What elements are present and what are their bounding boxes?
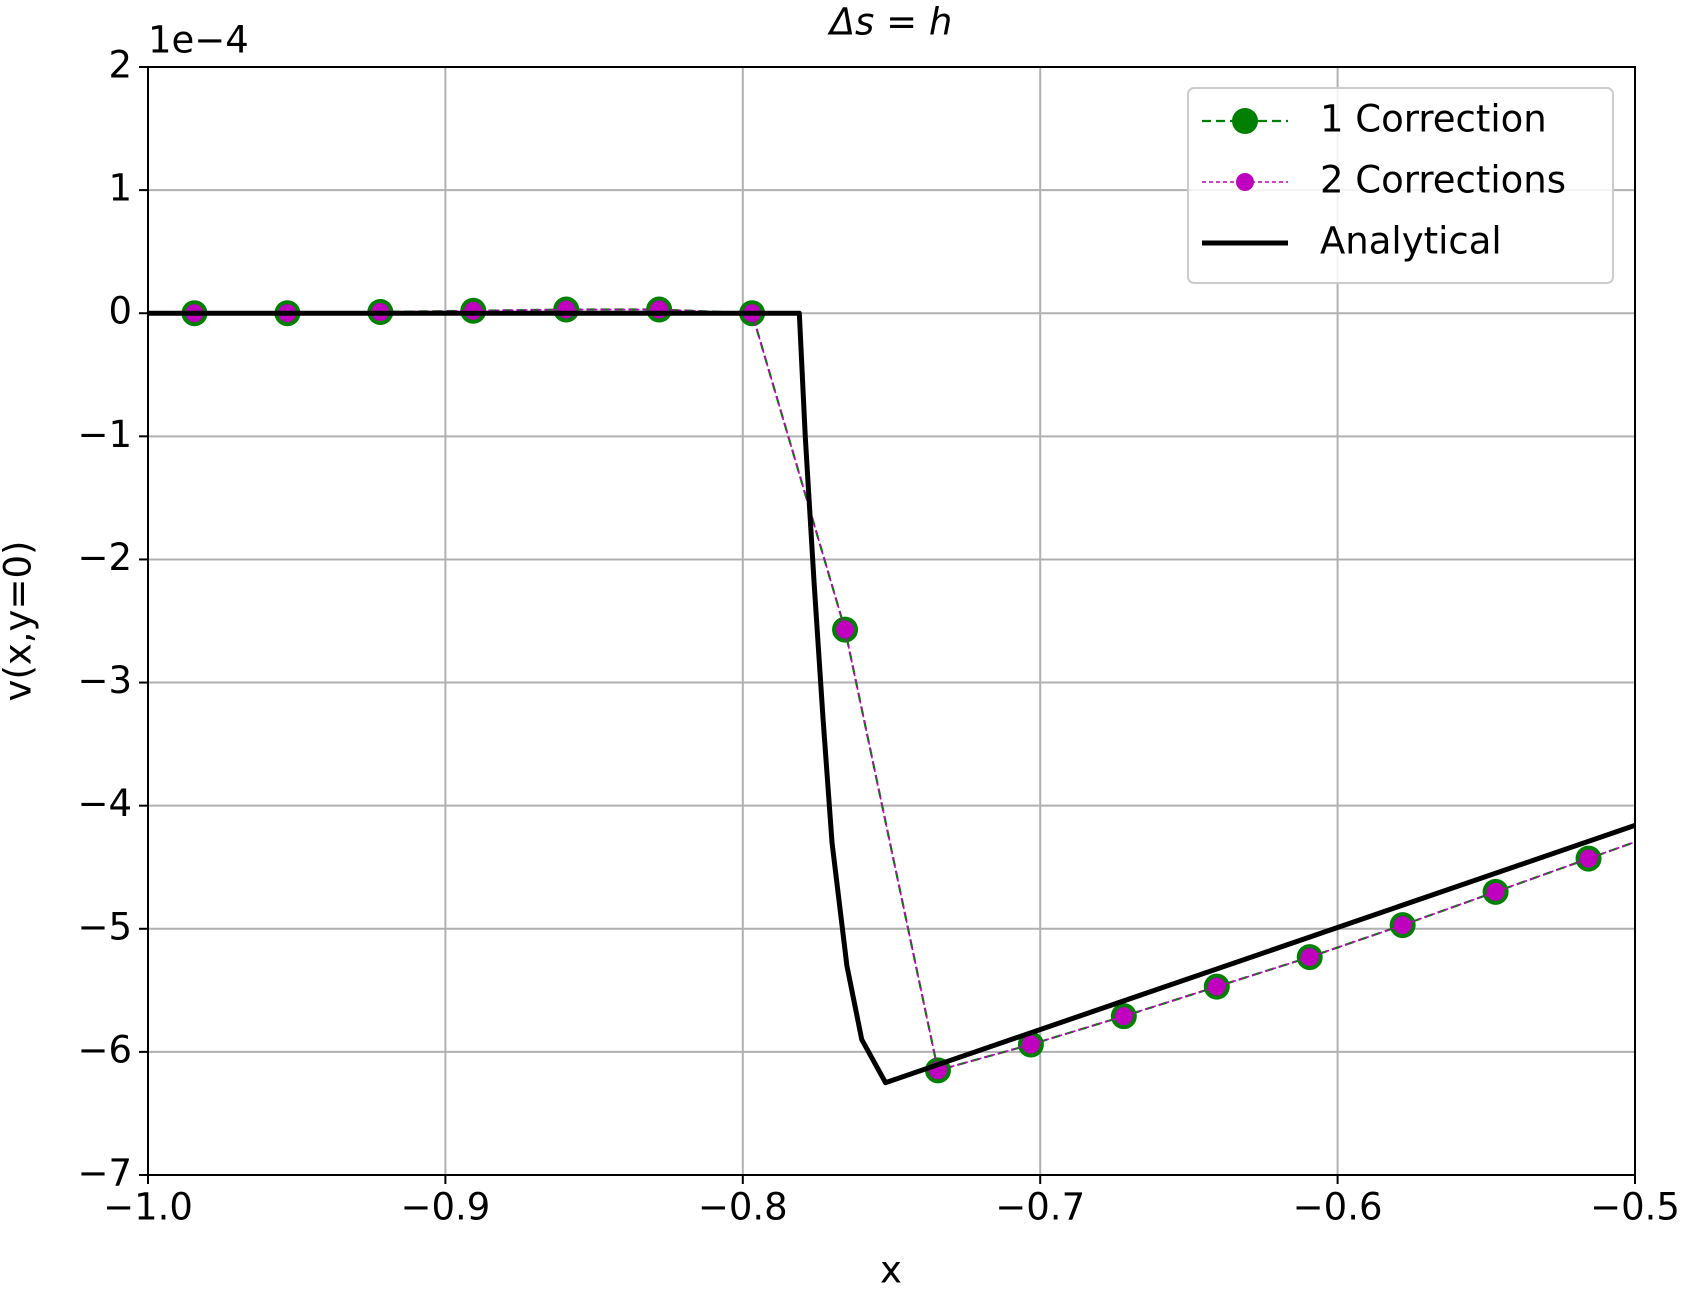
data-point <box>836 620 855 639</box>
y-tick-label: −6 <box>77 1028 132 1071</box>
y-tick-label: 2 <box>108 44 132 87</box>
x-tick-label: −0.9 <box>400 1186 490 1229</box>
y-tick-label: −2 <box>77 536 132 579</box>
y-tick-label: −3 <box>77 659 132 702</box>
y-axis-label: v(x,y=0) <box>0 541 40 702</box>
data-point <box>1672 816 1683 834</box>
series-line <box>194 308 1635 1072</box>
data-point <box>1300 948 1319 967</box>
plot-area <box>148 296 1683 1086</box>
legend-box <box>1187 87 1614 284</box>
y-offset-label: 1e−4 <box>148 19 249 62</box>
x-tick-label: −0.6 <box>1293 1186 1383 1229</box>
x-axis-label: x <box>880 1249 902 1292</box>
data-point <box>1021 1035 1040 1054</box>
y-tick-label: 1 <box>108 167 132 210</box>
legend-label: 2 Corrections <box>1320 159 1566 202</box>
y-tick-label: −5 <box>77 905 132 948</box>
chart-title: Δs = h <box>827 1 953 44</box>
data-point <box>1393 916 1412 935</box>
y-tick-label: −7 <box>77 1152 132 1195</box>
legend-marker <box>1236 173 1254 191</box>
data-point <box>557 300 576 319</box>
data-point <box>650 300 669 319</box>
data-point <box>1207 977 1226 996</box>
x-tick-label: −0.7 <box>995 1186 1085 1229</box>
series-line <box>148 310 1635 1086</box>
data-point <box>1668 812 1683 838</box>
y-tick-label: −4 <box>77 782 132 825</box>
y-tick-label: −1 <box>77 413 132 456</box>
y-tick-label: 0 <box>108 290 132 333</box>
x-tick-label: −0.8 <box>698 1186 788 1229</box>
x-tick-label: −1.0 <box>103 1186 193 1229</box>
data-point <box>1114 1007 1133 1026</box>
series-line <box>194 308 1635 1072</box>
legend-label: Analytical <box>1320 220 1502 263</box>
legend-marker <box>1232 108 1258 134</box>
legend-label: 1 Correction <box>1320 98 1547 141</box>
data-point <box>1486 882 1505 901</box>
data-point <box>1579 849 1598 868</box>
x-tick-label: −0.5 <box>1590 1186 1680 1229</box>
plot-frame <box>147 66 1636 1176</box>
legend: 1 Correction 2 Corrections Analytical <box>1187 87 1614 284</box>
